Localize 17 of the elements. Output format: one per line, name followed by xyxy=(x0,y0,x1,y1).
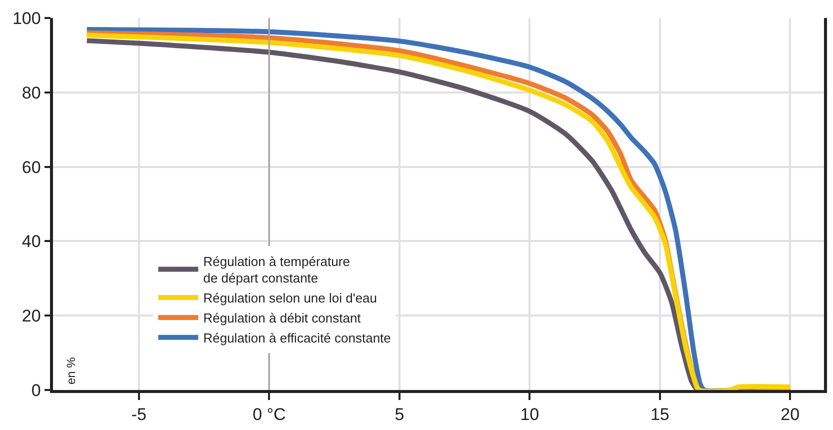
legend-label: Régulation selon une loi d'eau xyxy=(203,290,378,306)
y-tick-label: 40 xyxy=(22,232,41,252)
x-tick-label: 0 °C xyxy=(252,405,286,424)
y-tick-label: 20 xyxy=(22,306,41,326)
y-axis-title: en % xyxy=(64,356,78,385)
legend-label: Régulation à efficacité constante xyxy=(203,330,391,346)
x-tick-label: 5 xyxy=(394,405,404,424)
y-tick-label: 80 xyxy=(22,83,41,102)
x-tick-label: 15 xyxy=(650,405,670,424)
x-tick-label: 20 xyxy=(780,405,800,424)
y-tick-label: 100 xyxy=(12,8,41,28)
y-tick-label: 0 xyxy=(31,380,41,400)
y-tick-label: 60 xyxy=(22,158,41,177)
x-tick-label: 10 xyxy=(520,405,540,424)
legend-label: Régulation à débit constant xyxy=(203,310,362,326)
x-tick-label: -5 xyxy=(131,405,147,424)
legend-label: Régulation à température de départ constante xyxy=(203,254,350,286)
